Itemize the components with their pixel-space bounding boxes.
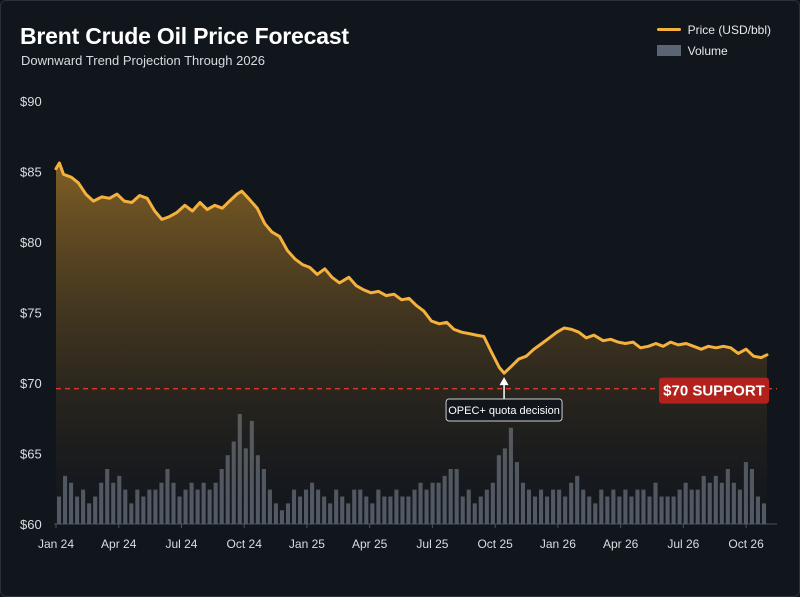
chart-subtitle: Downward Trend Projection Through 2026	[21, 53, 266, 68]
price-line	[54, 161, 769, 375]
price-area-fill	[56, 163, 767, 524]
y-tick-label: $70	[20, 376, 42, 391]
x-tick-label: Jan 24	[38, 537, 74, 551]
x-tick-label: Jan 26	[540, 537, 576, 551]
legend-swatch-volume	[656, 45, 681, 56]
annotation-label: OPEC+ quota decision	[448, 405, 560, 417]
annotation-callout	[445, 398, 563, 422]
y-tick-label: $65	[20, 447, 42, 462]
x-tick-label: Jul 25	[416, 537, 448, 551]
y-axis: $60 $65 $70 $75 $80 $85 $90	[20, 94, 42, 532]
x-axis: Jan 24 Apr 24 Jul 24 Oct 24 Jan 25 Apr 25 Jul …	[38, 523, 777, 551]
x-tick-label: Oct 25	[477, 537, 513, 551]
x-tick-label: Jan 25	[289, 537, 325, 551]
support-badge-label: $70 SUPPORT	[663, 383, 765, 400]
annotations-layer: $70 SUPPORT OPEC+ quota decision	[56, 377, 777, 422]
x-tick-label: Oct 24	[227, 537, 263, 551]
y-tick-label: $85	[20, 165, 42, 180]
chart-title: Brent Crude Oil Price Forecast	[20, 23, 349, 49]
legend-item-volume[interactable]: Volume	[656, 40, 771, 61]
y-tick-label: $80	[20, 235, 42, 250]
legend-label-price: Price (USD/bbl)	[687, 22, 771, 37]
x-tick-label: Apr 24	[101, 537, 137, 551]
legend-item-price[interactable]: Price (USD/bbl)	[656, 19, 771, 40]
legend-label-volume: Volume	[687, 43, 728, 58]
annotation-arrow-head	[499, 377, 509, 386]
support-badge	[659, 377, 769, 404]
y-tick-label: $90	[20, 94, 42, 109]
x-tick-label: Jul 26	[667, 537, 699, 551]
x-tick-label: Oct 26	[728, 537, 764, 551]
x-tick-label: Apr 26	[603, 537, 639, 551]
y-tick-label: $75	[20, 306, 42, 321]
y-tick-label: $60	[20, 517, 42, 532]
legend: Price (USD/bbl) Volume	[656, 19, 771, 61]
legend-swatch-price	[656, 28, 681, 31]
x-tick-label: Jul 24	[165, 537, 197, 551]
x-tick-label: Apr 25	[352, 537, 388, 551]
